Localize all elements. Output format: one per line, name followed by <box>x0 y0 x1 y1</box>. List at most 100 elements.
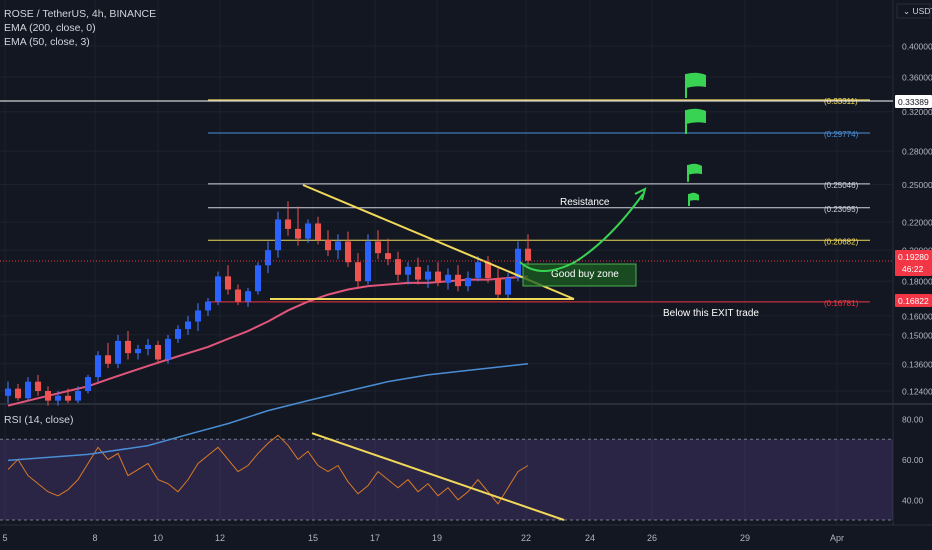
price-tick-label: 0.13600 <box>902 359 932 369</box>
candle-body <box>295 228 301 239</box>
candle-body <box>245 291 251 302</box>
price-tag-countdown: 46:22 <box>902 264 924 274</box>
price-tag-value: 0.19280 <box>898 252 929 262</box>
candle-body <box>355 262 361 282</box>
flag-icon <box>686 72 706 88</box>
candle-body <box>305 223 311 239</box>
currency-label: ⌄ USDT <box>903 6 932 16</box>
price-tags: 0.33389 0.19280 46:22 0.16822 <box>0 95 932 307</box>
candle-body <box>275 219 281 251</box>
time-tick-label: 29 <box>740 533 750 543</box>
price-tag-value: 0.16822 <box>898 296 929 306</box>
ema-lines <box>7 275 529 462</box>
candle-body <box>515 248 521 278</box>
resistance-label: Resistance <box>560 197 610 208</box>
candle-body <box>265 250 271 266</box>
candle-body <box>425 271 431 280</box>
price-tick-label: 0.12400 <box>902 387 932 397</box>
candle-body <box>435 271 441 283</box>
candle-body <box>85 377 91 391</box>
candle-body <box>495 277 501 295</box>
flag-icon <box>689 192 699 201</box>
candle-body <box>125 340 131 354</box>
candle-body <box>225 276 231 290</box>
candle-body <box>415 266 421 280</box>
candle-body <box>195 310 201 322</box>
time-tick-label: 8 <box>92 533 97 543</box>
candle-body <box>165 338 171 360</box>
price-tick-label: 0.36000 <box>902 73 932 83</box>
candle-body <box>365 241 371 282</box>
candle-body <box>485 262 491 278</box>
candle-body <box>395 259 401 275</box>
price-tick-label: 0.15000 <box>902 330 932 340</box>
candle-body <box>155 344 161 360</box>
price-tick-label: 0.25000 <box>902 180 932 190</box>
candle-body <box>525 248 531 261</box>
candle-body <box>35 381 41 391</box>
rsi-tick-label: 40.00 <box>902 495 924 505</box>
candle-body <box>105 355 111 364</box>
candle-body <box>235 289 241 302</box>
rsi-tick-label: 80.00 <box>902 415 924 425</box>
candle-body <box>175 329 181 339</box>
flag-icon <box>686 108 706 124</box>
time-tick-label: 12 <box>215 533 225 543</box>
price-level-label: (0.25046) <box>824 181 859 190</box>
candles <box>5 201 531 406</box>
price-tick-label: 0.16000 <box>902 311 932 321</box>
time-axis[interactable]: 5 8 10 12 15 17 19 22 24 26 29 Apr <box>2 533 844 543</box>
exit-label: Below this EXIT trade <box>663 308 759 319</box>
candle-body <box>385 253 391 260</box>
candle-body <box>75 391 81 401</box>
time-tick-label: 10 <box>153 533 163 543</box>
candle-body <box>505 277 511 295</box>
candle-body <box>65 395 71 401</box>
time-tick-label: 15 <box>308 533 318 543</box>
price-tick-label: 0.22000 <box>902 218 932 228</box>
ema200-line <box>7 363 529 462</box>
price-tag-value: 0.33389 <box>898 97 929 107</box>
candle-body <box>345 241 351 263</box>
candle-body <box>185 321 191 330</box>
candle-body <box>465 277 471 287</box>
legend-ema200[interactable]: EMA (200, close, 0) <box>4 22 96 34</box>
candle-body <box>315 223 321 241</box>
candle-body <box>135 349 141 354</box>
time-tick-label: Apr <box>830 533 844 543</box>
candle-body <box>255 265 261 292</box>
candle-body <box>285 219 291 229</box>
price-tick-label: 0.40000 <box>902 42 932 52</box>
rsi-panel <box>0 432 893 521</box>
price-tick-label: 0.18000 <box>902 277 932 287</box>
candle-body <box>25 381 31 399</box>
time-tick-label: 26 <box>647 533 657 543</box>
time-tick-label: 19 <box>432 533 442 543</box>
candle-body <box>375 241 381 254</box>
candle-body <box>325 240 331 251</box>
grid-lines <box>0 0 932 526</box>
candle-body <box>95 355 101 378</box>
candle-body <box>445 274 451 283</box>
buy-zone-label: Good buy zone <box>551 269 619 280</box>
currency-badge <box>896 3 931 19</box>
rsi-tick-label: 60.00 <box>902 455 924 465</box>
drawings: Good buy zone Resistance Below this EXIT t… <box>270 72 759 319</box>
candle-body <box>215 276 221 302</box>
candle-body <box>115 340 121 364</box>
legend-ema50[interactable]: EMA (50, close, 3) <box>4 36 90 48</box>
price-tick-label: 0.32000 <box>902 107 932 117</box>
legend-rsi[interactable]: RSI (14, close) <box>4 414 74 426</box>
candle-body <box>55 395 61 401</box>
candle-body <box>405 266 411 275</box>
candle-body <box>5 388 11 396</box>
price-level-label: (0.29774) <box>824 130 859 139</box>
candle-body <box>455 274 461 287</box>
price-tick-label: 0.28000 <box>902 147 932 157</box>
legend-symbol[interactable]: ROSE / TetherUS, 4h, BINANCE <box>4 8 157 20</box>
candle-body <box>15 388 21 399</box>
time-tick-label: 24 <box>585 533 595 543</box>
price-level-label: (0.16781) <box>824 299 859 308</box>
